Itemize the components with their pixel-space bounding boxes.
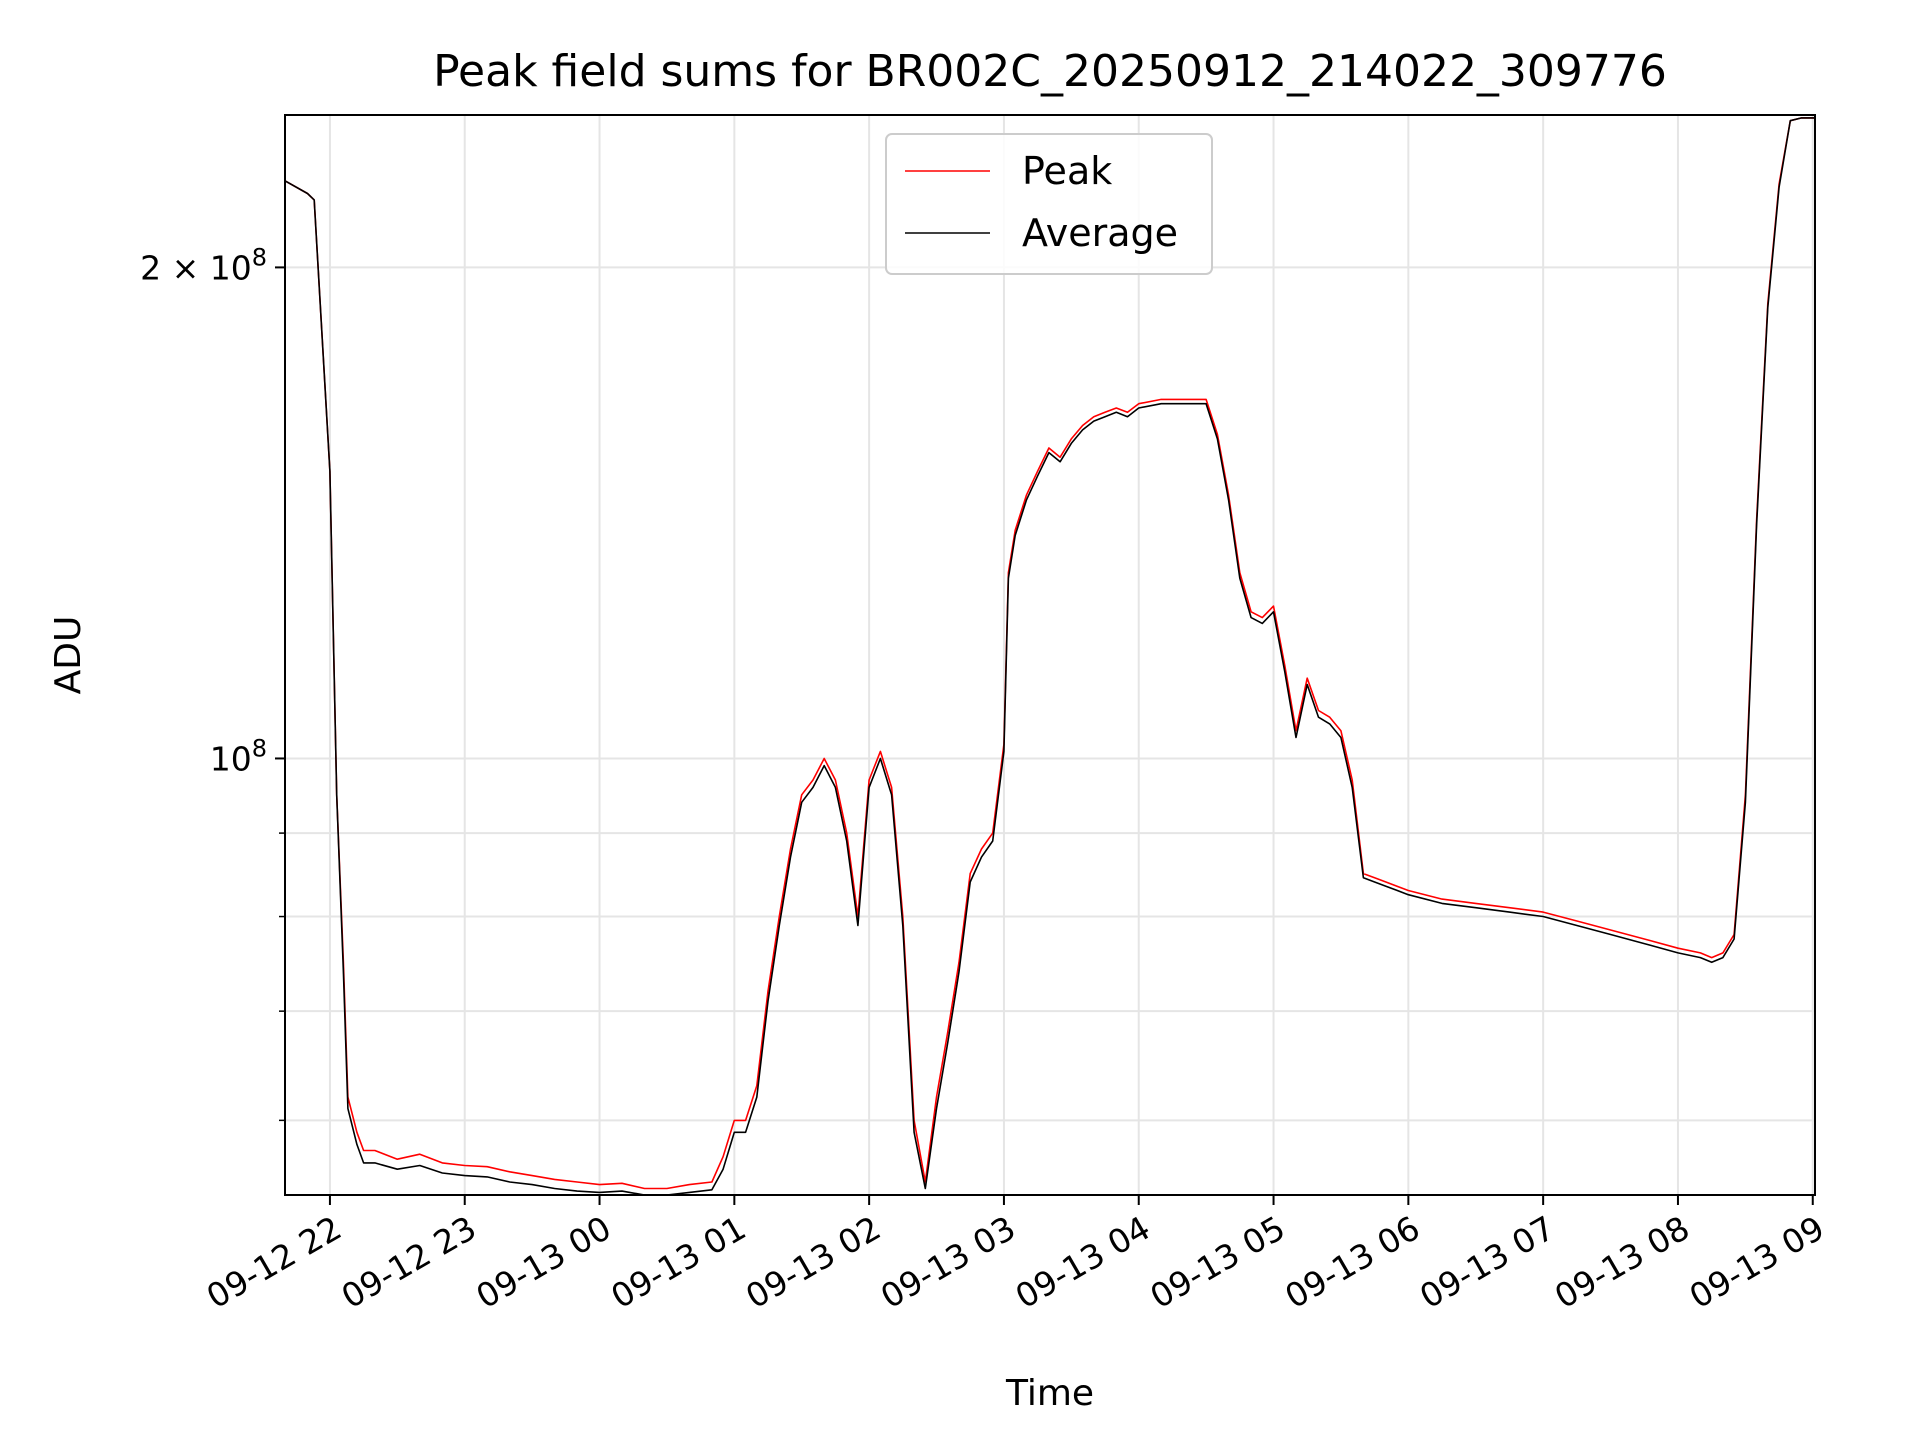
grid	[285, 115, 1815, 1195]
y-tick-label: 2 × 108	[140, 243, 267, 287]
y-axis: 108 2 × 108	[140, 243, 285, 1122]
series-layer	[285, 117, 1815, 1195]
legend-box	[885, 133, 1213, 275]
y-tick-label: 108	[210, 734, 267, 778]
legend: Peak Average	[885, 133, 1213, 275]
series-line-peak	[285, 117, 1815, 1190]
legend-label-average: Average	[1022, 211, 1178, 255]
y-axis-label: ADU	[48, 616, 89, 695]
series-line-average	[285, 117, 1815, 1195]
x-axis-label: Time	[1005, 1373, 1094, 1414]
plot-frame	[284, 114, 1816, 1196]
legend-label-peak: Peak	[1022, 149, 1112, 193]
chart-title: Peak field sums for BR002C_20250912_2140…	[433, 46, 1667, 97]
